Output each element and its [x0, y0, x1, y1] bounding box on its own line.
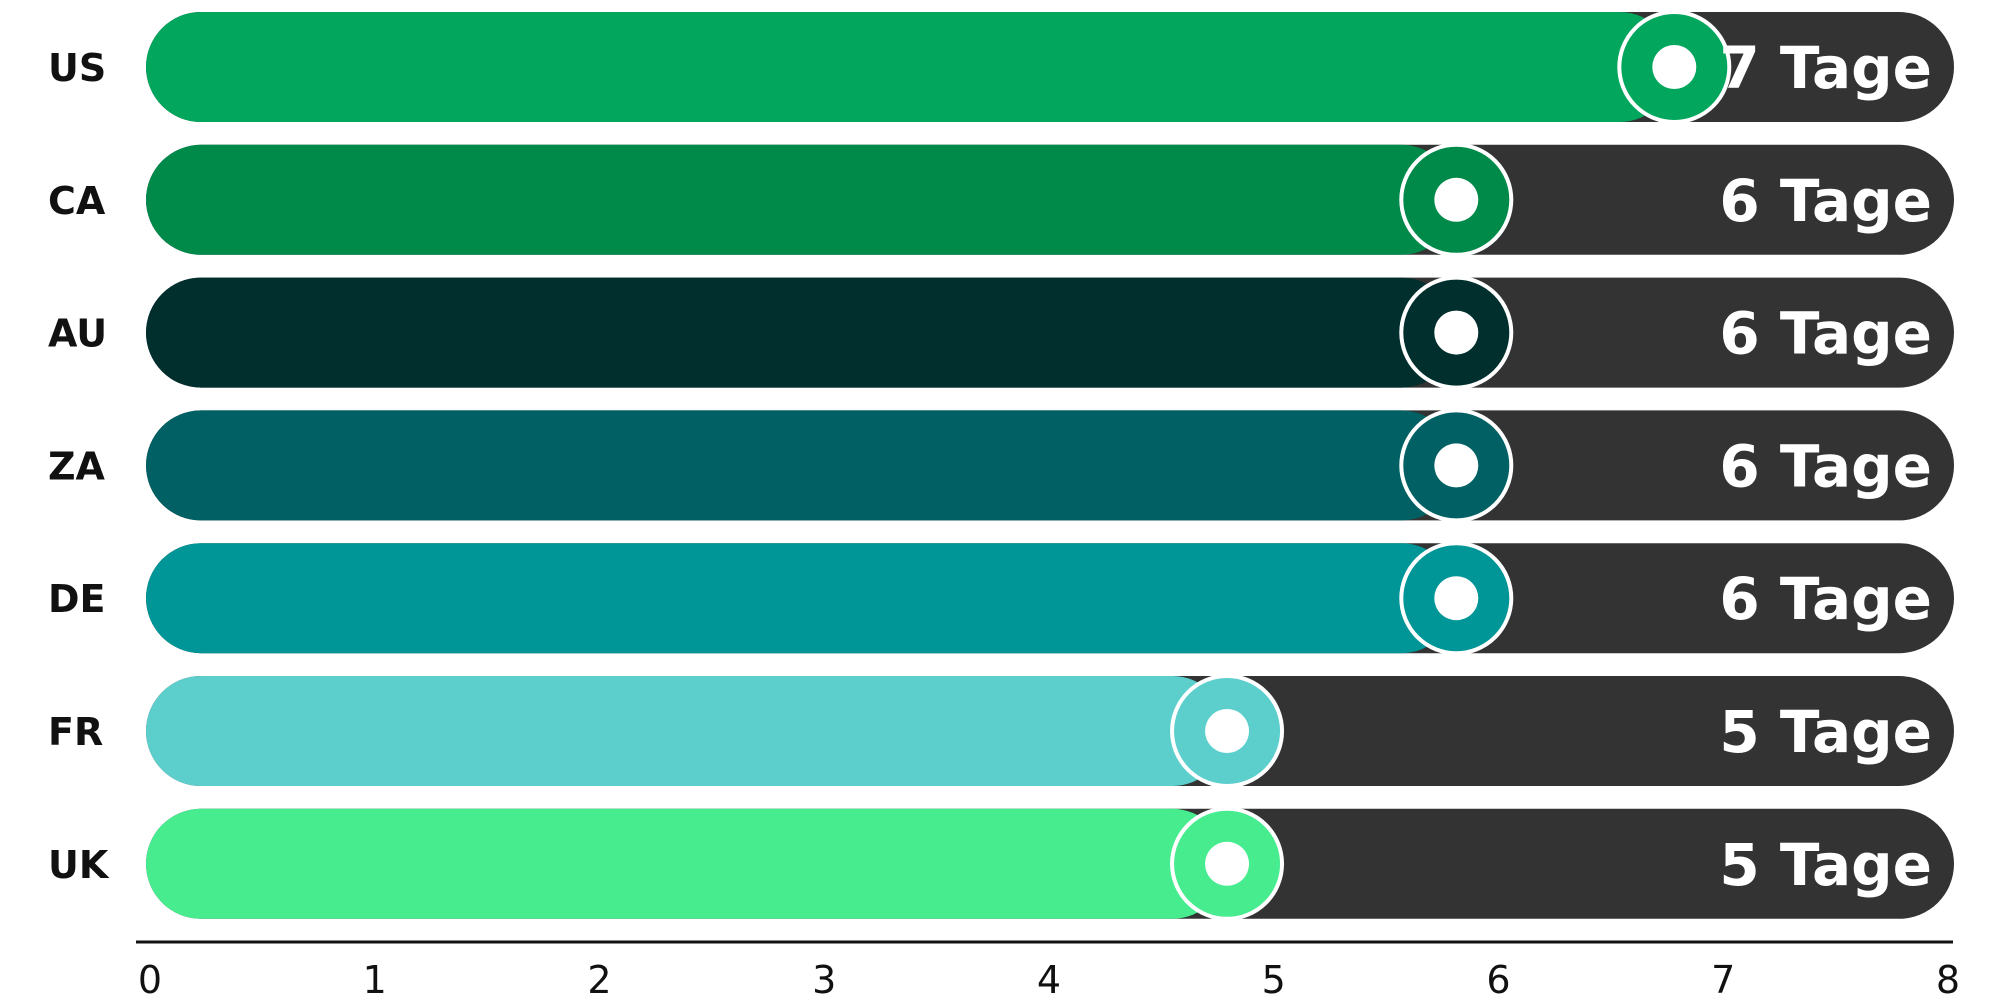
bar-marker-dot — [1205, 841, 1250, 886]
bar-fill — [146, 543, 1457, 654]
x-tick-label: 6 — [1486, 958, 1510, 997]
bar-row-uk: UK 5 Tage — [48, 806, 1954, 921]
bar-fill — [146, 676, 1228, 786]
x-tick-label: 4 — [1037, 958, 1061, 997]
bar-fill — [146, 808, 1228, 919]
value-label: 6 Tage — [1719, 300, 1932, 368]
value-label: 5 Tage — [1719, 831, 1932, 899]
value-label: 6 Tage — [1719, 167, 1932, 235]
bar-marker-dot — [1434, 177, 1479, 222]
x-tick-label: 5 — [1262, 958, 1286, 997]
value-label: 6 Tage — [1719, 565, 1932, 633]
category-label: FR — [48, 710, 103, 754]
x-tick-label: 8 — [1936, 958, 1960, 997]
bar-row-ca: CA 6 Tage — [48, 142, 1954, 257]
bar-marker-dot — [1205, 709, 1250, 753]
x-tick-label: 7 — [1711, 958, 1735, 997]
bar-fill — [146, 144, 1457, 255]
bar-row-au: AU 6 Tage — [48, 275, 1954, 390]
value-label: 6 Tage — [1719, 432, 1932, 500]
x-tick-label: 2 — [587, 958, 611, 997]
category-label: UK — [48, 843, 110, 887]
category-label: CA — [48, 179, 106, 223]
bar-row-fr: FR 5 Tage — [48, 674, 1954, 788]
category-label: DE — [48, 577, 106, 621]
bar-marker-dot — [1434, 310, 1479, 355]
category-label: ZA — [48, 444, 106, 488]
category-label: AU — [48, 312, 107, 356]
bar-fill — [146, 277, 1457, 388]
bar-marker-dot — [1652, 45, 1697, 89]
x-tick-label: 1 — [363, 958, 387, 997]
value-label: 5 Tage — [1719, 698, 1932, 766]
x-tick-label: 3 — [812, 958, 836, 997]
value-label: 7 Tage — [1719, 34, 1932, 102]
bar-marker-dot — [1434, 443, 1479, 488]
bar-row-de: DE 6 Tage — [48, 541, 1954, 656]
x-tick-label: 0 — [138, 958, 162, 997]
x-axis-ticks: 0 1 2 3 4 5 6 7 8 — [138, 958, 1960, 997]
bar-fill — [146, 410, 1457, 521]
bar-rows: US 7 Tage CA 6 Tage AU 6 Tage ZA 6 Tage DE 6 Tage… — [48, 10, 1954, 921]
bar-row-us: US 7 Tage — [48, 10, 1954, 124]
bar-fill — [146, 12, 1675, 122]
category-label: US — [48, 46, 106, 90]
bar-marker-dot — [1434, 576, 1479, 621]
bar-row-za: ZA 6 Tage — [48, 408, 1954, 523]
